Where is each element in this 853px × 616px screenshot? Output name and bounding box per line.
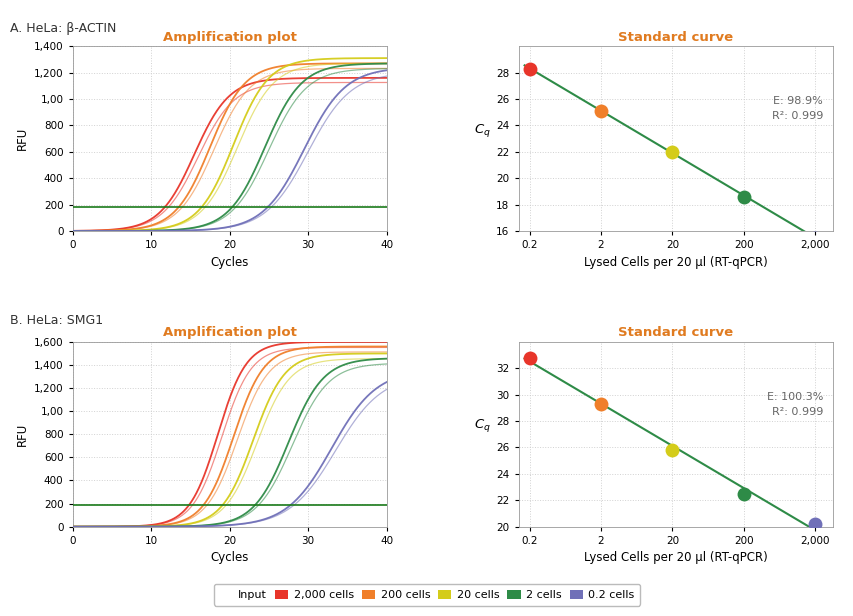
Text: B. HeLa: SMG1: B. HeLa: SMG1 <box>10 314 103 327</box>
X-axis label: Cycles: Cycles <box>210 551 248 564</box>
Title: Amplification plot: Amplification plot <box>163 31 296 44</box>
Title: Standard curve: Standard curve <box>618 326 733 339</box>
Title: Amplification plot: Amplification plot <box>163 326 296 339</box>
Y-axis label: RFU: RFU <box>15 127 28 150</box>
Y-axis label: $C_q$: $C_q$ <box>473 121 490 139</box>
X-axis label: Lysed Cells per 20 µl (RT-qPCR): Lysed Cells per 20 µl (RT-qPCR) <box>583 256 767 269</box>
Text: A. HeLa: β-ACTIN: A. HeLa: β-ACTIN <box>10 22 117 34</box>
X-axis label: Cycles: Cycles <box>210 256 248 269</box>
Legend: Input, 2,000 cells, 200 cells, 20 cells, 2 cells, 0.2 cells: Input, 2,000 cells, 200 cells, 20 cells,… <box>213 584 640 606</box>
X-axis label: Lysed Cells per 20 µl (RT-qPCR): Lysed Cells per 20 µl (RT-qPCR) <box>583 551 767 564</box>
Title: Standard curve: Standard curve <box>618 31 733 44</box>
Text: E: 98.9%
R²: 0.999: E: 98.9% R²: 0.999 <box>771 96 822 121</box>
Text: E: 100.3%
R²: 0.999: E: 100.3% R²: 0.999 <box>766 392 822 416</box>
Y-axis label: $C_q$: $C_q$ <box>473 417 490 434</box>
Y-axis label: RFU: RFU <box>15 423 28 446</box>
